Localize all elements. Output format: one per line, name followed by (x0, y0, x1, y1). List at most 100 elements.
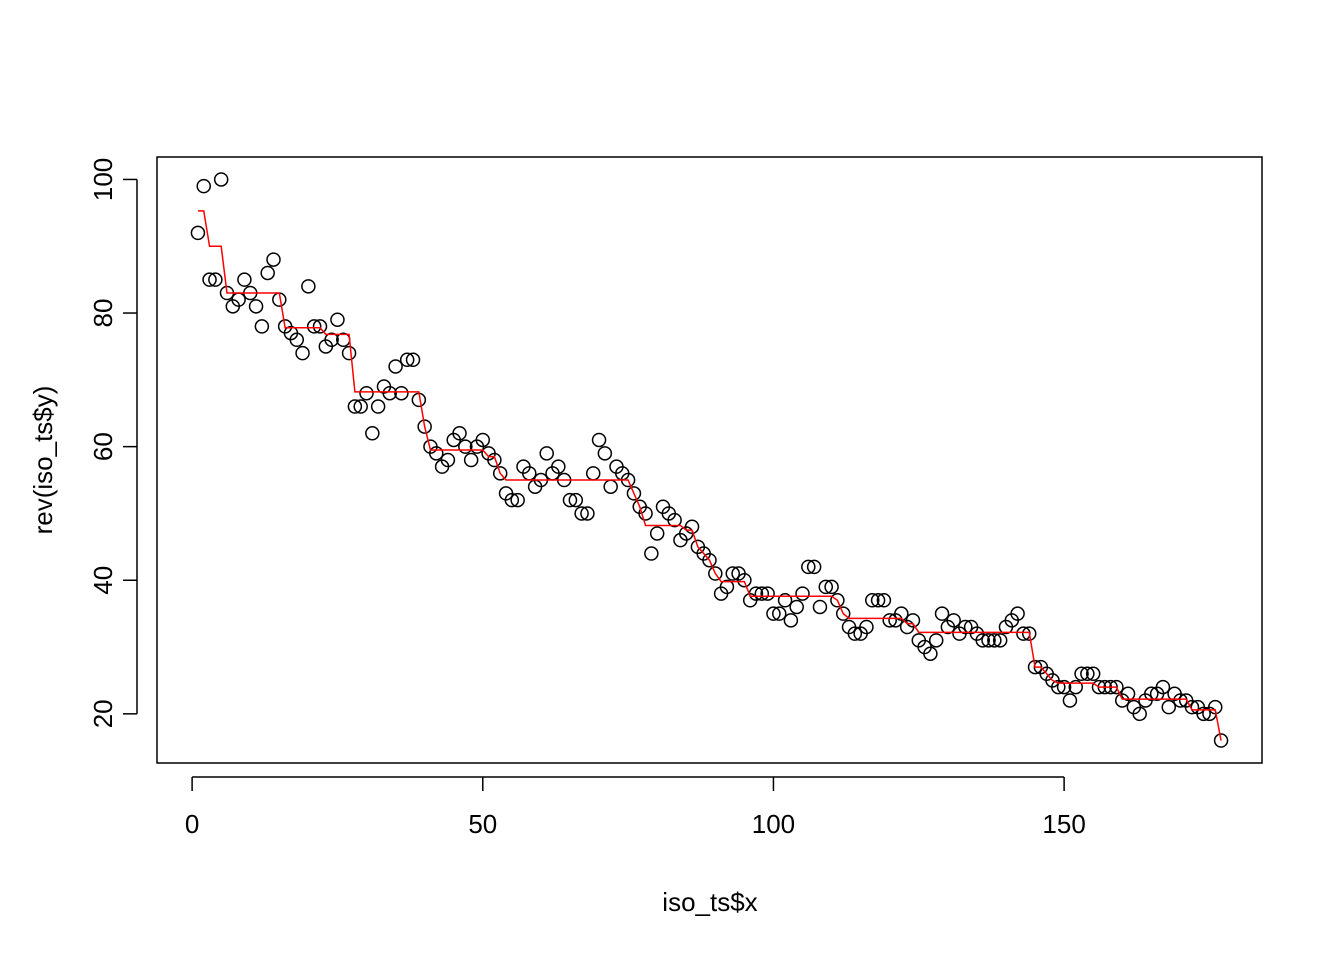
point (347, 399, 363, 414)
point (1085, 666, 1101, 682)
point (987, 633, 1002, 648)
point (370, 399, 386, 414)
point (353, 399, 368, 414)
point (301, 279, 316, 294)
point (649, 526, 665, 541)
point (568, 492, 584, 508)
point (295, 345, 310, 361)
point (1056, 679, 1072, 695)
point (440, 452, 456, 468)
point (591, 432, 607, 448)
point (463, 452, 479, 468)
point (330, 312, 345, 327)
point (981, 633, 996, 648)
point (789, 599, 804, 615)
point (190, 225, 206, 241)
point (905, 613, 921, 628)
point (667, 512, 682, 528)
point (876, 593, 892, 608)
point (946, 613, 961, 628)
point (708, 566, 723, 581)
point (847, 626, 863, 641)
point (254, 319, 270, 334)
point (213, 172, 229, 187)
point (306, 319, 322, 334)
point (580, 506, 595, 521)
point (1144, 686, 1159, 702)
point (992, 633, 1008, 648)
point (388, 359, 403, 374)
point (1196, 706, 1211, 722)
point (417, 419, 432, 434)
point (638, 506, 653, 521)
point (504, 492, 520, 508)
point (266, 252, 281, 267)
x-tick-label: 50 (468, 809, 497, 839)
x-tick-label: 150 (1042, 809, 1085, 839)
point (359, 385, 374, 401)
point (1074, 666, 1089, 682)
point (894, 606, 909, 621)
point (202, 272, 217, 287)
point (626, 486, 642, 501)
point (772, 606, 787, 621)
point (1161, 699, 1177, 715)
point (719, 579, 735, 595)
point (399, 352, 415, 368)
fit-line (197, 210, 1222, 741)
point (1021, 626, 1037, 641)
point (341, 345, 357, 361)
point (237, 272, 252, 287)
point (382, 385, 398, 401)
point (492, 466, 508, 481)
point (725, 566, 741, 581)
point (394, 385, 409, 401)
point (510, 492, 525, 508)
point (859, 619, 874, 635)
point (754, 586, 770, 601)
point (783, 613, 799, 628)
point (597, 446, 613, 461)
point (603, 479, 618, 494)
x-tick-label: 100 (752, 809, 795, 839)
point (835, 606, 851, 621)
point (928, 633, 944, 648)
y-tick-label: 60 (88, 432, 118, 461)
point (452, 426, 467, 441)
point (824, 579, 839, 595)
y-tick-label: 80 (88, 299, 118, 328)
point (812, 599, 828, 615)
point (562, 492, 578, 508)
point (289, 332, 305, 348)
point (551, 459, 566, 474)
x-axis-label: iso_ts$x (662, 887, 757, 917)
point (882, 613, 897, 628)
point (777, 593, 793, 608)
point (1080, 666, 1095, 682)
point (684, 519, 700, 535)
point (1051, 679, 1066, 695)
point (405, 352, 421, 368)
point (1184, 699, 1200, 715)
point (975, 633, 990, 648)
point (870, 593, 886, 608)
point (806, 559, 822, 575)
y-tick-label: 20 (88, 699, 118, 728)
point (702, 552, 717, 568)
plot-box (156, 156, 1263, 764)
point (1155, 679, 1171, 695)
point (644, 546, 659, 561)
y-tick-label: 100 (88, 158, 118, 201)
point (801, 559, 816, 575)
point (458, 439, 473, 454)
point (1010, 606, 1025, 621)
point (574, 506, 589, 521)
point (324, 332, 339, 348)
point (923, 646, 938, 661)
point (429, 446, 444, 461)
point (248, 299, 264, 314)
point (795, 586, 810, 601)
y-axis-label: rev(iso_ts$y) (28, 386, 58, 535)
point (934, 606, 950, 621)
